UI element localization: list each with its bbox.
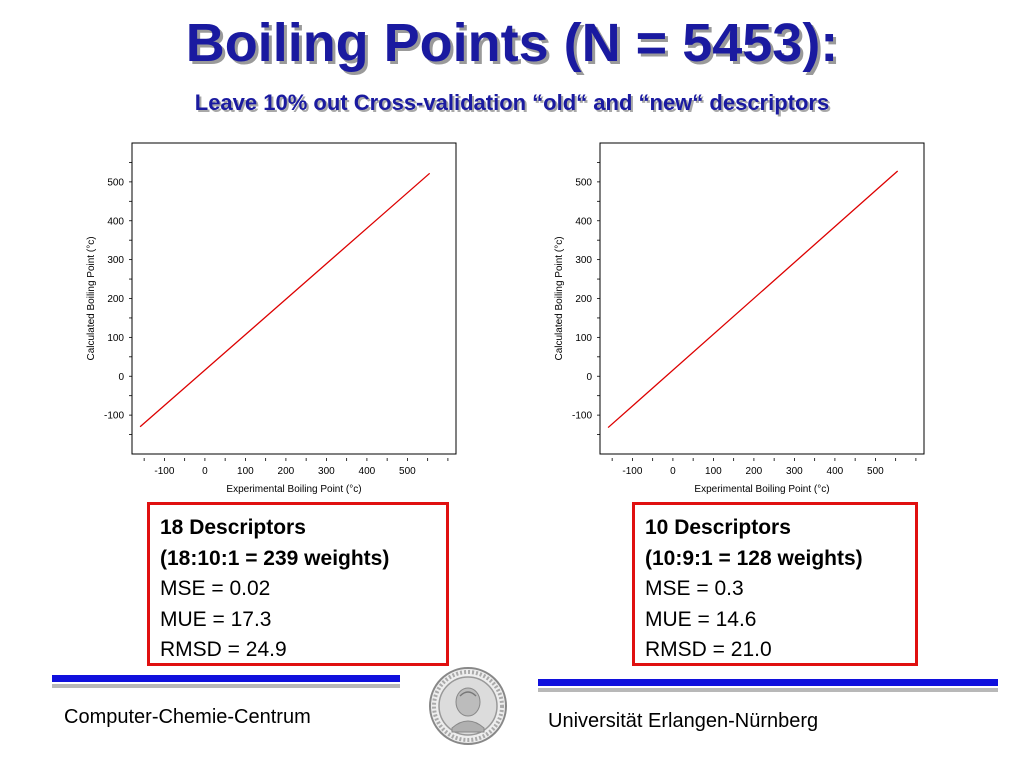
stats-rmsd: RMSD = 21.0 xyxy=(645,638,772,661)
stats-mse: MSE = 0.02 xyxy=(160,577,271,600)
y-tick-label: 300 xyxy=(107,255,124,266)
x-tick-label: 200 xyxy=(278,466,295,477)
y-tick-label: 0 xyxy=(586,372,592,383)
y-axis-label: Calculated Boiling Point (°c) xyxy=(554,236,565,360)
chart-10-descriptors: 500 400 300 200 100 0 -100 -100 0 100 200 300 400 500… xyxy=(540,133,940,503)
x-tick-label: 0 xyxy=(202,466,208,477)
x-tick-label: 400 xyxy=(359,466,376,477)
stats-box-10-descriptors: 10 Descriptors (10:9:1 = 128 weights) MS… xyxy=(632,502,918,666)
stats-weights: (18:10:1 = 239 weights) xyxy=(160,546,390,570)
plot-frame xyxy=(599,142,925,455)
stats-heading: 10 Descriptors xyxy=(645,516,791,539)
y-tick-label: 500 xyxy=(107,177,124,188)
x-tick-label: -100 xyxy=(622,466,642,477)
y-tick-label: 200 xyxy=(575,294,592,305)
x-tick-label: 100 xyxy=(705,466,722,477)
x-axis-label: Experimental Boiling Point (°c) xyxy=(694,484,829,495)
x-tick-label: 500 xyxy=(399,466,416,477)
chart-18-descriptors: 500 400 300 200 100 0 -100 -100 0 100 200 300 400 500… xyxy=(72,133,472,503)
y-tick-label: 500 xyxy=(575,177,592,188)
y-tick-label: 400 xyxy=(107,216,124,227)
y-tick-label: 0 xyxy=(118,372,124,383)
plot-frame xyxy=(131,142,457,455)
x-tick-label: 200 xyxy=(746,466,763,477)
footer-rule-left xyxy=(52,675,400,682)
stats-mse: MSE = 0.3 xyxy=(645,577,744,600)
y-tick-label: 200 xyxy=(107,294,124,305)
slide-subtitle: Leave 10% out Cross-validation “old“ and… xyxy=(194,90,830,115)
chart-svg: 500 400 300 200 100 0 -100 -100 0 100 200 300 400 500… xyxy=(86,142,457,495)
footer-rule-shadow-right xyxy=(538,688,998,692)
x-tick-label: 0 xyxy=(670,466,676,477)
university-seal-icon xyxy=(428,666,508,746)
series-line xyxy=(607,170,899,429)
y-tick-label: -100 xyxy=(572,411,592,422)
x-tick-label: 300 xyxy=(318,466,335,477)
footer-left-text: Computer-Chemie-Centrum xyxy=(64,706,311,728)
x-tick-label: 100 xyxy=(237,466,254,477)
stats-mue: MUE = 14.6 xyxy=(645,607,757,631)
x-tick-label: -100 xyxy=(154,466,174,477)
slide-title: Boiling Points (N = 5453): xyxy=(185,13,839,73)
y-tick-label: 100 xyxy=(107,333,124,344)
x-axis-label: Experimental Boiling Point (°c) xyxy=(226,484,361,495)
footer-right-text: Universität Erlangen-Nürnberg xyxy=(548,710,819,732)
stats-heading: 18 Descriptors xyxy=(160,516,306,539)
stats-rmsd: RMSD = 24.9 xyxy=(160,638,287,661)
footer-rule-right xyxy=(538,679,998,686)
y-axis-label: Calculated Boiling Point (°c) xyxy=(86,236,97,360)
stats-weights: (10:9:1 = 128 weights) xyxy=(645,546,863,570)
stats-box-18-descriptors: 18 Descriptors (18:10:1 = 239 weights) M… xyxy=(147,502,449,666)
x-tick-label: 300 xyxy=(786,466,803,477)
footer-rule-shadow-left xyxy=(52,684,400,688)
y-tick-label: -100 xyxy=(104,411,124,422)
y-tick-label: 100 xyxy=(575,333,592,344)
series-line xyxy=(139,172,431,428)
stats-mue: MUE = 17.3 xyxy=(160,607,272,631)
y-tick-label: 300 xyxy=(575,255,592,266)
y-tick-label: 400 xyxy=(575,216,592,227)
x-tick-label: 400 xyxy=(827,466,844,477)
x-tick-label: 500 xyxy=(867,466,884,477)
chart-svg: 500 400 300 200 100 0 -100 -100 0 100 200 300 400 500… xyxy=(554,142,925,495)
